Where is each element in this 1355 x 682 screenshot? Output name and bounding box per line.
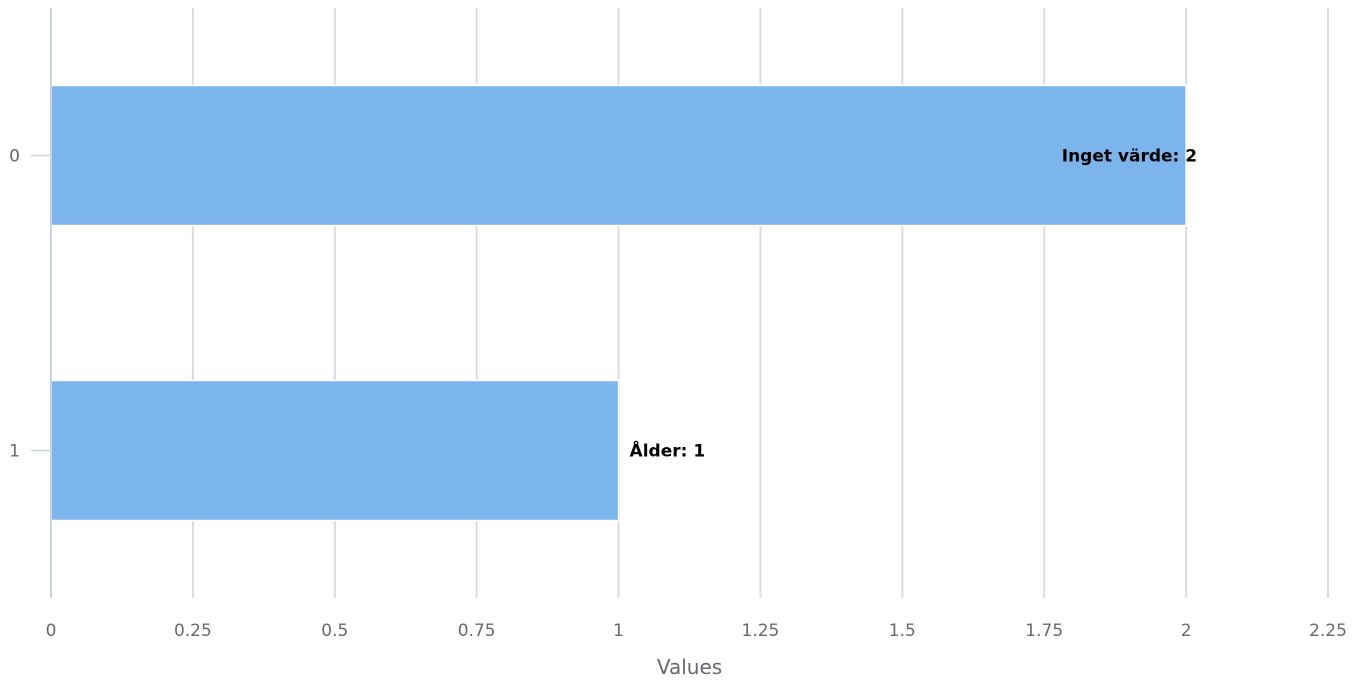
x-tick-label: 2.25 [1309,621,1347,641]
x-tick-label: 2 [1181,621,1192,641]
x-tick-label: 0.5 [321,621,348,641]
x-tick-label: 1.5 [889,621,916,641]
x-axis: 0 0.25 0.5 0.75 1 1.25 1.5 1.75 2 2.25 [46,621,1347,641]
bars [50,84,1187,522]
y-axis: 01 [9,8,52,598]
x-tick-label: 0.75 [458,621,496,641]
y-tick-label: 1 [9,442,20,462]
x-axis-title: Values [657,655,722,679]
bar [50,84,1187,227]
y-tick-label: 0 [9,147,20,167]
data-label: Inget värde: 2 [1062,147,1197,167]
x-tick-label: 1 [613,621,624,641]
x-tick-label: 1.75 [1025,621,1063,641]
x-tick-label: 0.25 [174,621,212,641]
x-tick-label: 0 [46,621,57,641]
data-labels: Inget värde: 2 Ålder: 1 [630,147,1198,462]
data-label: Ålder: 1 [630,439,706,462]
bar [50,379,620,522]
x-tick-label: 1.25 [742,621,780,641]
